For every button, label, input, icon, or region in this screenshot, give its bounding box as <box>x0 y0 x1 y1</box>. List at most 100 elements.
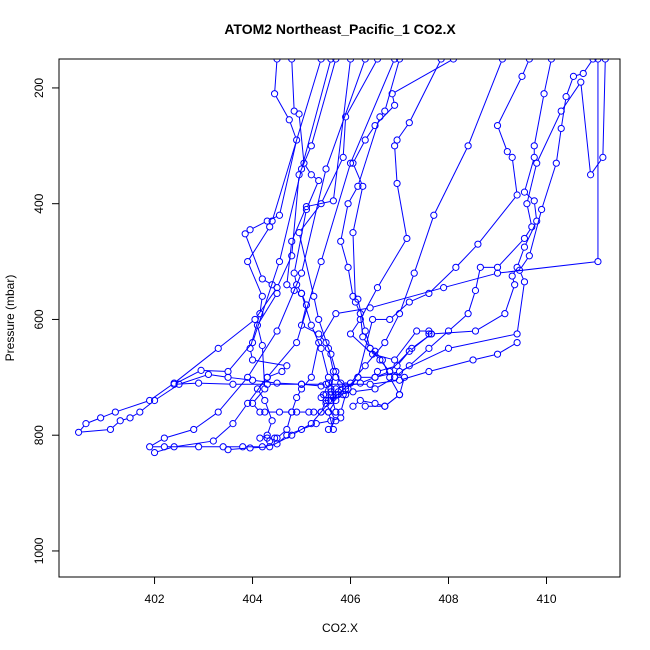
series-segment <box>361 290 377 317</box>
data-point <box>508 272 516 280</box>
series-segment <box>537 113 561 161</box>
series-segment <box>376 107 393 124</box>
series-segment <box>341 391 351 395</box>
series-segment <box>399 380 405 392</box>
series-segment <box>299 235 314 294</box>
series-segment <box>522 61 529 74</box>
data-point <box>229 420 237 428</box>
series-segment <box>377 378 393 388</box>
series-segment <box>351 61 394 161</box>
data-point <box>310 408 318 416</box>
data-point <box>393 362 401 370</box>
data-point <box>146 443 154 451</box>
series-segment <box>275 96 289 118</box>
series-segment <box>352 367 364 382</box>
data-point <box>530 142 538 150</box>
data-point <box>82 420 90 428</box>
series-segment <box>204 370 225 372</box>
series-segment <box>366 344 384 364</box>
series-segment <box>498 78 522 124</box>
series-segment <box>396 367 408 376</box>
data-point <box>285 116 293 124</box>
series-segment <box>398 124 408 138</box>
data-point <box>322 165 330 173</box>
data-point <box>373 367 382 376</box>
series-segment <box>358 302 366 329</box>
data-point <box>425 330 433 338</box>
series-segment <box>151 384 172 400</box>
series-segment <box>385 316 399 341</box>
series-segment <box>512 160 518 193</box>
data-point <box>381 402 389 410</box>
series-12 <box>324 59 609 405</box>
y-tick-label: 200 <box>32 78 46 98</box>
series-10 <box>373 59 556 376</box>
series-segment <box>352 235 356 300</box>
y-tick-label: 400 <box>32 193 46 213</box>
data-point <box>297 269 306 277</box>
data-point <box>525 252 533 260</box>
series-segment <box>287 414 292 427</box>
series-segment <box>434 148 468 213</box>
series-segment <box>294 424 309 435</box>
series-segment <box>341 244 348 265</box>
data-point <box>359 182 367 190</box>
data-point <box>293 281 301 289</box>
series-segment <box>322 159 343 202</box>
data-point <box>393 179 401 188</box>
series-5 <box>295 59 382 416</box>
data-point <box>425 289 433 298</box>
series-segment <box>302 296 306 303</box>
data-point <box>302 202 311 211</box>
series-segment <box>328 351 334 369</box>
data-point <box>386 315 394 324</box>
data-point <box>329 425 337 434</box>
series-segment <box>358 322 373 375</box>
data-point <box>244 373 252 381</box>
data-point <box>405 362 413 370</box>
data-point <box>290 286 298 295</box>
data-point <box>297 425 306 434</box>
data-point <box>513 338 521 347</box>
data-point <box>258 341 266 350</box>
series-segment <box>348 270 353 294</box>
data-point <box>391 101 399 109</box>
data-point <box>302 301 311 309</box>
series-segment <box>254 390 264 402</box>
series-segment <box>177 440 211 447</box>
plot-frame <box>58 58 621 578</box>
series-segment <box>257 328 263 343</box>
series-segment <box>525 223 536 245</box>
y-tick-label: 600 <box>32 309 46 329</box>
series-segment <box>332 384 349 399</box>
data-point <box>295 229 303 237</box>
series-segment <box>591 159 602 173</box>
data-point <box>224 367 232 376</box>
data-point <box>315 176 323 185</box>
series-segment <box>231 447 248 450</box>
data-point <box>261 408 269 416</box>
data-point <box>283 281 291 289</box>
y-tick-label: 1000 <box>32 537 46 564</box>
data-point <box>190 425 198 434</box>
data-point <box>307 420 315 428</box>
data-point <box>150 448 159 457</box>
data-point <box>405 298 413 306</box>
data-point <box>444 327 453 335</box>
data-point <box>373 284 382 292</box>
data-point <box>425 344 433 352</box>
data-point <box>315 315 323 324</box>
data-point <box>440 284 448 292</box>
data-point <box>425 367 433 376</box>
series-segment <box>277 275 301 329</box>
x-axis-label: CO2.X <box>322 621 358 635</box>
data-point <box>315 330 323 338</box>
series-segment <box>309 200 331 207</box>
series-segment <box>534 96 544 143</box>
data-point <box>275 408 284 416</box>
series-segment <box>279 171 302 259</box>
series-segment <box>321 403 326 410</box>
data-point <box>293 338 301 347</box>
series-segment <box>176 349 217 382</box>
